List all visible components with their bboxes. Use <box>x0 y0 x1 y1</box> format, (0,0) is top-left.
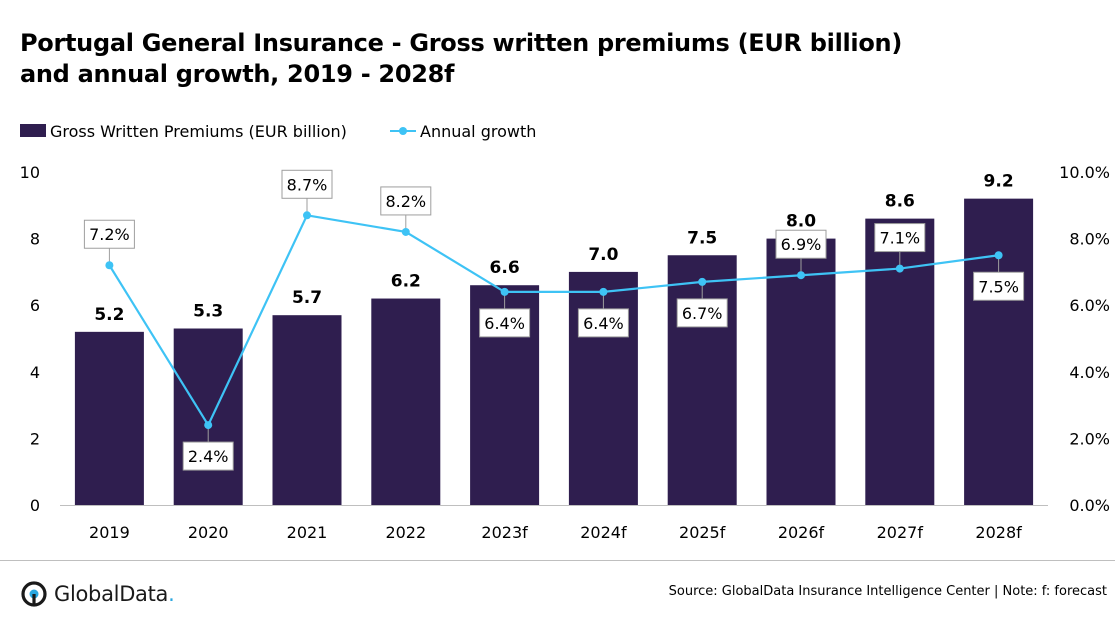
y2-axis-tick-label: 6.0% <box>1069 296 1110 315</box>
y-axis-tick-label: 4 <box>30 363 40 382</box>
bar-value-label: 5.7 <box>292 288 322 308</box>
chart-title-line-2: and annual growth, 2019 - 2028f <box>20 60 455 88</box>
footer-divider <box>0 560 1115 561</box>
x-axis-tick-label: 2019 <box>89 523 130 542</box>
bar-value-label: 8.0 <box>786 212 816 232</box>
growth-point <box>599 287 608 296</box>
y-axis-tick-label: 0 <box>30 496 40 515</box>
y2-axis-tick-label: 8.0% <box>1069 230 1110 249</box>
growth-point <box>994 251 1003 260</box>
y2-axis-tick-label: 4.0% <box>1069 363 1110 382</box>
growth-label-box <box>380 186 432 216</box>
x-axis-tick-label: 2022 <box>385 523 426 542</box>
growth-label-box <box>577 308 629 338</box>
bar <box>766 238 836 505</box>
globaldata-logo: GlobalData. <box>18 578 175 610</box>
bar-value-label: 7.0 <box>588 245 618 265</box>
y2-axis-tick-label: 2.0% <box>1069 429 1110 448</box>
bar <box>173 328 243 505</box>
growth-value-label: 6.9% <box>781 235 822 254</box>
x-axis-tick-label: 2027f <box>877 523 924 542</box>
growth-point <box>500 287 509 296</box>
growth-point <box>895 264 904 273</box>
growth-value-label: 6.7% <box>682 304 723 323</box>
x-axis-tick-label: 2020 <box>188 523 229 542</box>
y-axis-tick-label: 6 <box>30 296 40 315</box>
combo-chart: Gross Written Premiums (EUR billion) Annu… <box>20 122 1110 542</box>
growth-label-box <box>281 169 333 199</box>
y-axis-tick-label: 8 <box>30 230 40 249</box>
growth-value-label: 6.4% <box>583 314 624 333</box>
growth-value-label: 8.7% <box>287 175 328 194</box>
globaldata-logo-icon <box>21 581 47 607</box>
chart-title-line-1: Portugal General Insurance - Gross writt… <box>20 29 902 57</box>
y-axis-tick-label: 2 <box>30 429 40 448</box>
bar-value-label: 5.3 <box>193 302 223 322</box>
growth-value-label: 2.4% <box>188 447 229 466</box>
growth-label-box <box>973 271 1025 301</box>
y2-axis-tick-label: 10.0% <box>1059 163 1110 182</box>
growth-label-box <box>479 308 531 338</box>
growth-label-box <box>874 223 926 253</box>
x-axis-tick-label: 2028f <box>975 523 1022 542</box>
bar-value-label: 6.6 <box>490 258 520 278</box>
x-axis-tick-label: 2025f <box>679 523 726 542</box>
bar-value-label: 6.2 <box>391 272 421 292</box>
legend-bar-swatch <box>20 124 46 137</box>
globaldata-logo-wordmark: GlobalData. <box>54 582 175 606</box>
x-axis-tick-label: 2024f <box>580 523 627 542</box>
bar-value-label: 8.6 <box>885 192 915 212</box>
x-axis-tick-label: 2026f <box>778 523 825 542</box>
bar <box>964 198 1034 505</box>
growth-point <box>401 227 410 236</box>
growth-value-label: 6.4% <box>484 314 525 333</box>
growth-label-box <box>182 441 234 471</box>
legend-line-marker <box>399 127 407 135</box>
growth-point <box>797 271 805 280</box>
growth-point <box>698 277 707 286</box>
growth-label-box <box>83 219 135 249</box>
y2-axis-tick-label: 0.0% <box>1069 496 1110 515</box>
growth-point <box>204 421 213 430</box>
bar-value-label: 9.2 <box>984 172 1014 192</box>
bar-value-label: 5.2 <box>94 305 124 325</box>
x-axis-tick-label: 2021 <box>287 523 328 542</box>
growth-value-label: 7.1% <box>879 229 920 248</box>
bar <box>272 315 342 505</box>
growth-point <box>303 211 311 220</box>
legend-line-label: Annual growth <box>420 122 536 141</box>
growth-point <box>105 261 114 270</box>
growth-line <box>108 214 999 428</box>
bar <box>74 331 144 505</box>
growth-value-label: 8.2% <box>385 192 426 211</box>
growth-value-label: 7.5% <box>978 277 1019 296</box>
bar-value-label: 7.5 <box>687 228 717 248</box>
growth-label-box <box>775 229 827 259</box>
chart-title: Portugal General Insurance - Gross writt… <box>20 28 1020 90</box>
growth-label-box <box>676 298 728 328</box>
bar <box>371 298 441 505</box>
y-axis-tick-label: 10 <box>20 163 40 182</box>
x-axis-tick-label: 2023f <box>481 523 528 542</box>
source-note: Source: GlobalData Insurance Intelligenc… <box>668 584 1107 599</box>
growth-value-label: 7.2% <box>89 225 130 244</box>
legend-bar-label: Gross Written Premiums (EUR billion) <box>50 122 347 141</box>
